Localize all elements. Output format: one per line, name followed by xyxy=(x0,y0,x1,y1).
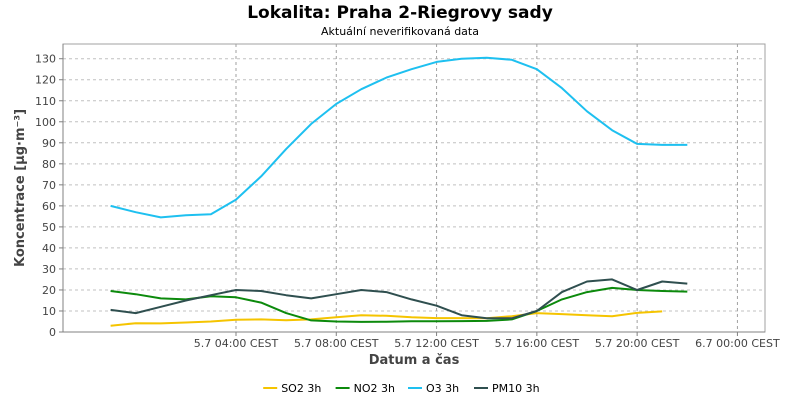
y-tick-label: 10 xyxy=(42,305,56,318)
y-tick-label: 30 xyxy=(42,263,56,276)
series-line-so2 xyxy=(110,310,663,327)
x-tick-label: 5.7 04:00 CEST xyxy=(194,337,279,350)
chart-title: Lokalita: Praha 2-Riegrovy sady xyxy=(247,3,553,23)
y-tick-label: 0 xyxy=(49,326,56,339)
y-tick-label: 40 xyxy=(42,242,56,255)
grid-layer xyxy=(63,44,765,333)
x-tick-label: 5.7 16:00 CEST xyxy=(495,337,580,350)
series-line-o3 xyxy=(110,56,688,219)
y-tick-label: 70 xyxy=(42,179,56,192)
y-tick-label: 80 xyxy=(42,158,56,171)
y-tick-label: 20 xyxy=(42,284,56,297)
plot-area xyxy=(62,43,766,333)
x-tick-label: 5.7 20:00 CEST xyxy=(595,337,680,350)
legend-label-o3: O3 3h xyxy=(426,382,459,395)
x-tick-label: 5.7 12:00 CEST xyxy=(394,337,479,350)
legend-label-no2: NO2 3h xyxy=(354,382,395,395)
chart-subtitle: Aktuální neverifikovaná data xyxy=(321,25,479,38)
y-tick-label: 100 xyxy=(35,116,56,129)
x-axis-label: Datum a čas xyxy=(369,353,460,368)
y-tick-label: 120 xyxy=(35,74,56,87)
y-tick-label: 130 xyxy=(35,53,56,66)
legend-label-so2: SO2 3h xyxy=(281,382,321,395)
x-tick-label: 5.7 08:00 CEST xyxy=(294,337,379,350)
y-tick-label: 50 xyxy=(42,221,56,234)
axis-layer: 0 10 20 30 40 50 60 70 80 90 100 110 120 130 5.7 04:00… xyxy=(35,44,780,350)
y-tick-label: 60 xyxy=(42,200,56,213)
series-layer xyxy=(110,56,688,327)
x-tick-label: 6.7 00:00 CEST xyxy=(695,337,780,350)
legend: SO2 3h NO2 3h O3 3h PM10 3h xyxy=(263,382,540,395)
series-line-pm10 xyxy=(110,278,688,320)
y-axis-label: Koncentrace [µg·m⁻³] xyxy=(13,109,28,267)
legend-label-pm10: PM10 3h xyxy=(492,382,540,395)
y-tick-label: 110 xyxy=(35,95,56,108)
y-tick-label: 90 xyxy=(42,137,56,150)
